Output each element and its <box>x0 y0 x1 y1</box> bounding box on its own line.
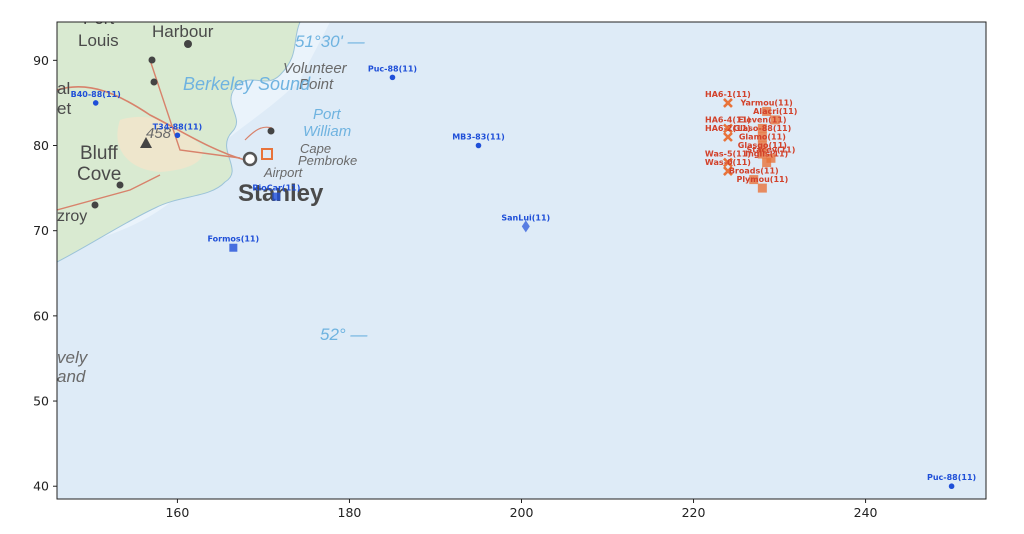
point-labels: Puc-88(11) B40-88(11) T34-88(11) MB3-83(11)… <box>71 64 977 482</box>
map-label-port-william-1: Port <box>313 106 341 123</box>
data-point-label: Puc-88(11) <box>927 473 976 482</box>
data-point <box>272 192 281 201</box>
data-point <box>749 175 759 185</box>
map-dot <box>184 40 192 48</box>
data-point-label: Yarmou(11) <box>739 98 792 107</box>
map-label-stanley: Stanley <box>238 180 324 207</box>
data-point <box>757 149 767 159</box>
data-point-label: HA6-4(11) <box>705 115 751 124</box>
data-point-label: Stacey(11) <box>747 145 796 154</box>
x-tick-label: 180 <box>338 505 362 520</box>
map-label-port-william-2: William <box>303 123 351 140</box>
y-tick-label: 90 <box>33 53 49 68</box>
map-label-cape: Cape <box>300 141 331 156</box>
data-point <box>521 220 530 233</box>
map-dot <box>267 127 275 135</box>
map-label-airport: Airport <box>263 165 304 180</box>
data-point-label: Glamo(11) <box>739 133 786 142</box>
data-point-label: Puc-88(11) <box>368 64 417 73</box>
data-point <box>723 132 733 142</box>
y-axis: 40 50 60 70 80 90 <box>33 53 57 494</box>
y-tick-label: 70 <box>33 223 49 238</box>
data-point-label: HA6-1(11) <box>705 90 751 99</box>
data-point-label: Plymou(11) <box>736 175 788 184</box>
data-point-label: Was-0(11) <box>705 158 751 167</box>
data-point <box>770 115 780 125</box>
map-label-louis: Louis <box>78 31 119 50</box>
map-label-point: Point <box>299 76 334 93</box>
map-label-berkeley-sound: Berkeley Sound <box>183 74 311 94</box>
map-label-volunteer: Volunteer <box>283 60 348 77</box>
x-tick-label: 240 <box>854 505 878 520</box>
map-label-lat-top: 51°30' — <box>295 32 366 51</box>
data-point-label: Was-5(11) <box>705 150 751 159</box>
map-label-bluff: Bluff <box>80 143 118 164</box>
y-tick-label: 50 <box>33 394 49 409</box>
data-point <box>762 106 772 116</box>
data-point-label: Formos(11) <box>208 235 260 244</box>
map-label-pembroke: Pembroke <box>298 153 357 168</box>
x-tick-label: 220 <box>682 505 706 520</box>
road <box>244 126 273 141</box>
data-point-label: T34-88(11) <box>153 122 203 131</box>
data-point <box>723 157 733 168</box>
x-tick-label: 160 <box>165 505 189 520</box>
data-point-label: Glaso-88(11) <box>733 124 791 133</box>
y-tick-label: 60 <box>33 308 49 323</box>
data-point-label: RioCar(11) <box>252 184 300 193</box>
data-point <box>723 98 733 108</box>
data-point <box>757 123 767 133</box>
map-label-edge-1: al <box>57 79 70 98</box>
map-dot <box>150 78 158 86</box>
map-label-lat-bottom: 52° — <box>320 325 368 344</box>
map-label-lively-2: and <box>57 367 86 386</box>
capital-icon <box>242 151 258 167</box>
data-points <box>92 74 955 490</box>
data-point-label: Glasgo(11) <box>738 141 787 150</box>
map-dot <box>116 181 124 189</box>
data-point <box>757 183 767 193</box>
map-label-cove: Cove <box>77 164 121 185</box>
x-tick-label: 200 <box>510 505 534 520</box>
y-tick-label: 80 <box>33 138 49 153</box>
land-beige-area <box>117 116 203 172</box>
data-point-label: B40-88(11) <box>71 90 121 99</box>
data-point <box>723 166 733 176</box>
map-label-port: Port <box>83 9 114 28</box>
data-point <box>174 132 181 139</box>
x-axis: 160 180 200 220 240 <box>165 499 878 520</box>
data-point <box>92 100 99 106</box>
road <box>57 174 161 211</box>
data-point-label: HA6-2(11) <box>705 124 751 133</box>
airport-icon <box>261 148 273 160</box>
map-label-edge-2: et <box>57 99 71 118</box>
map-label-harbour: Harbour <box>152 22 214 41</box>
data-point-label: Broads(11) <box>729 167 779 176</box>
data-point-label: Inglis(11) <box>745 150 788 159</box>
data-point-label: Eleven(11) <box>738 115 786 124</box>
road <box>57 86 246 161</box>
data-point <box>389 74 396 81</box>
peak-icon <box>140 137 152 148</box>
y-tick-label: 40 <box>33 479 49 494</box>
road <box>149 59 241 159</box>
map-dot <box>148 56 156 64</box>
data-point-label: Alacri(11) <box>753 107 797 116</box>
map-label-fitzroy: zroy <box>57 208 87 225</box>
map-background: Port Louis Harbour 51°30' — Volunteer Po… <box>57 9 986 499</box>
data-point <box>229 243 238 252</box>
data-point <box>757 132 767 142</box>
data-point <box>766 153 776 163</box>
map-label-elevation: 458 <box>146 125 172 142</box>
map-dot <box>91 201 99 209</box>
data-point <box>948 483 955 490</box>
data-point <box>475 142 482 149</box>
data-point <box>757 141 767 151</box>
map-label-lively-1: vely <box>57 348 89 367</box>
data-point <box>723 123 733 134</box>
data-point-label: SanLui(11) <box>501 213 550 222</box>
data-point-label: MB3-83(11) <box>452 133 505 142</box>
